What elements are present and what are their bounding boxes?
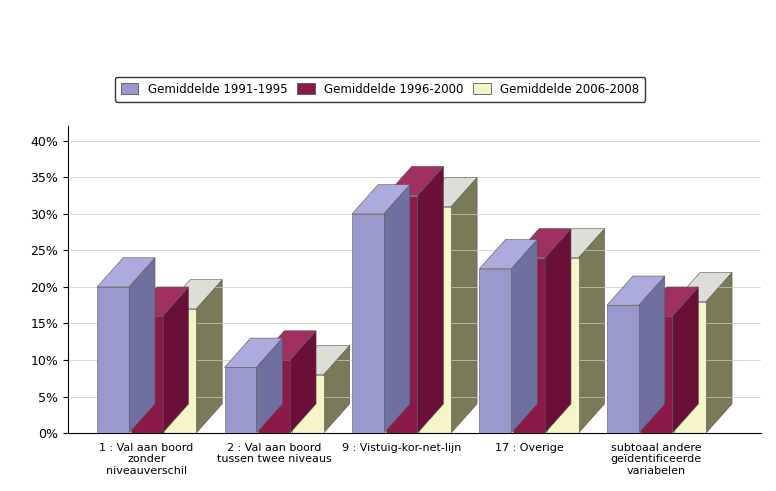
Legend: Gemiddelde 1991-1995, Gemiddelde 1996-2000, Gemiddelde 2006-2008: Gemiddelde 1991-1995, Gemiddelde 1996-20…: [115, 77, 645, 102]
Polygon shape: [129, 258, 155, 433]
Polygon shape: [258, 360, 290, 433]
Polygon shape: [419, 177, 477, 207]
Polygon shape: [546, 228, 605, 258]
Polygon shape: [386, 195, 417, 433]
Polygon shape: [480, 240, 537, 269]
Polygon shape: [352, 214, 384, 433]
Polygon shape: [674, 273, 732, 301]
Polygon shape: [165, 309, 196, 433]
Polygon shape: [196, 280, 222, 433]
Polygon shape: [352, 185, 410, 214]
Polygon shape: [97, 287, 129, 433]
Polygon shape: [162, 287, 189, 433]
Polygon shape: [386, 166, 444, 195]
Polygon shape: [674, 301, 706, 433]
Polygon shape: [417, 166, 444, 433]
Polygon shape: [290, 331, 316, 433]
Polygon shape: [607, 305, 639, 433]
Polygon shape: [130, 316, 162, 433]
Polygon shape: [451, 177, 477, 433]
Polygon shape: [513, 228, 571, 258]
Polygon shape: [513, 258, 545, 433]
Polygon shape: [640, 287, 698, 316]
Polygon shape: [292, 375, 324, 433]
Polygon shape: [292, 345, 350, 375]
Polygon shape: [672, 287, 698, 433]
Polygon shape: [258, 331, 316, 360]
Polygon shape: [579, 228, 605, 433]
Polygon shape: [165, 280, 222, 309]
Polygon shape: [97, 258, 155, 287]
Polygon shape: [130, 287, 189, 316]
Polygon shape: [545, 228, 571, 433]
Polygon shape: [511, 240, 537, 433]
Polygon shape: [640, 316, 672, 433]
Polygon shape: [384, 185, 410, 433]
Polygon shape: [480, 269, 511, 433]
Polygon shape: [546, 258, 579, 433]
Polygon shape: [607, 276, 665, 305]
Polygon shape: [256, 338, 282, 433]
Polygon shape: [419, 207, 451, 433]
Polygon shape: [639, 276, 665, 433]
Polygon shape: [224, 367, 256, 433]
Polygon shape: [706, 273, 732, 433]
Polygon shape: [324, 345, 350, 433]
Polygon shape: [224, 338, 282, 367]
